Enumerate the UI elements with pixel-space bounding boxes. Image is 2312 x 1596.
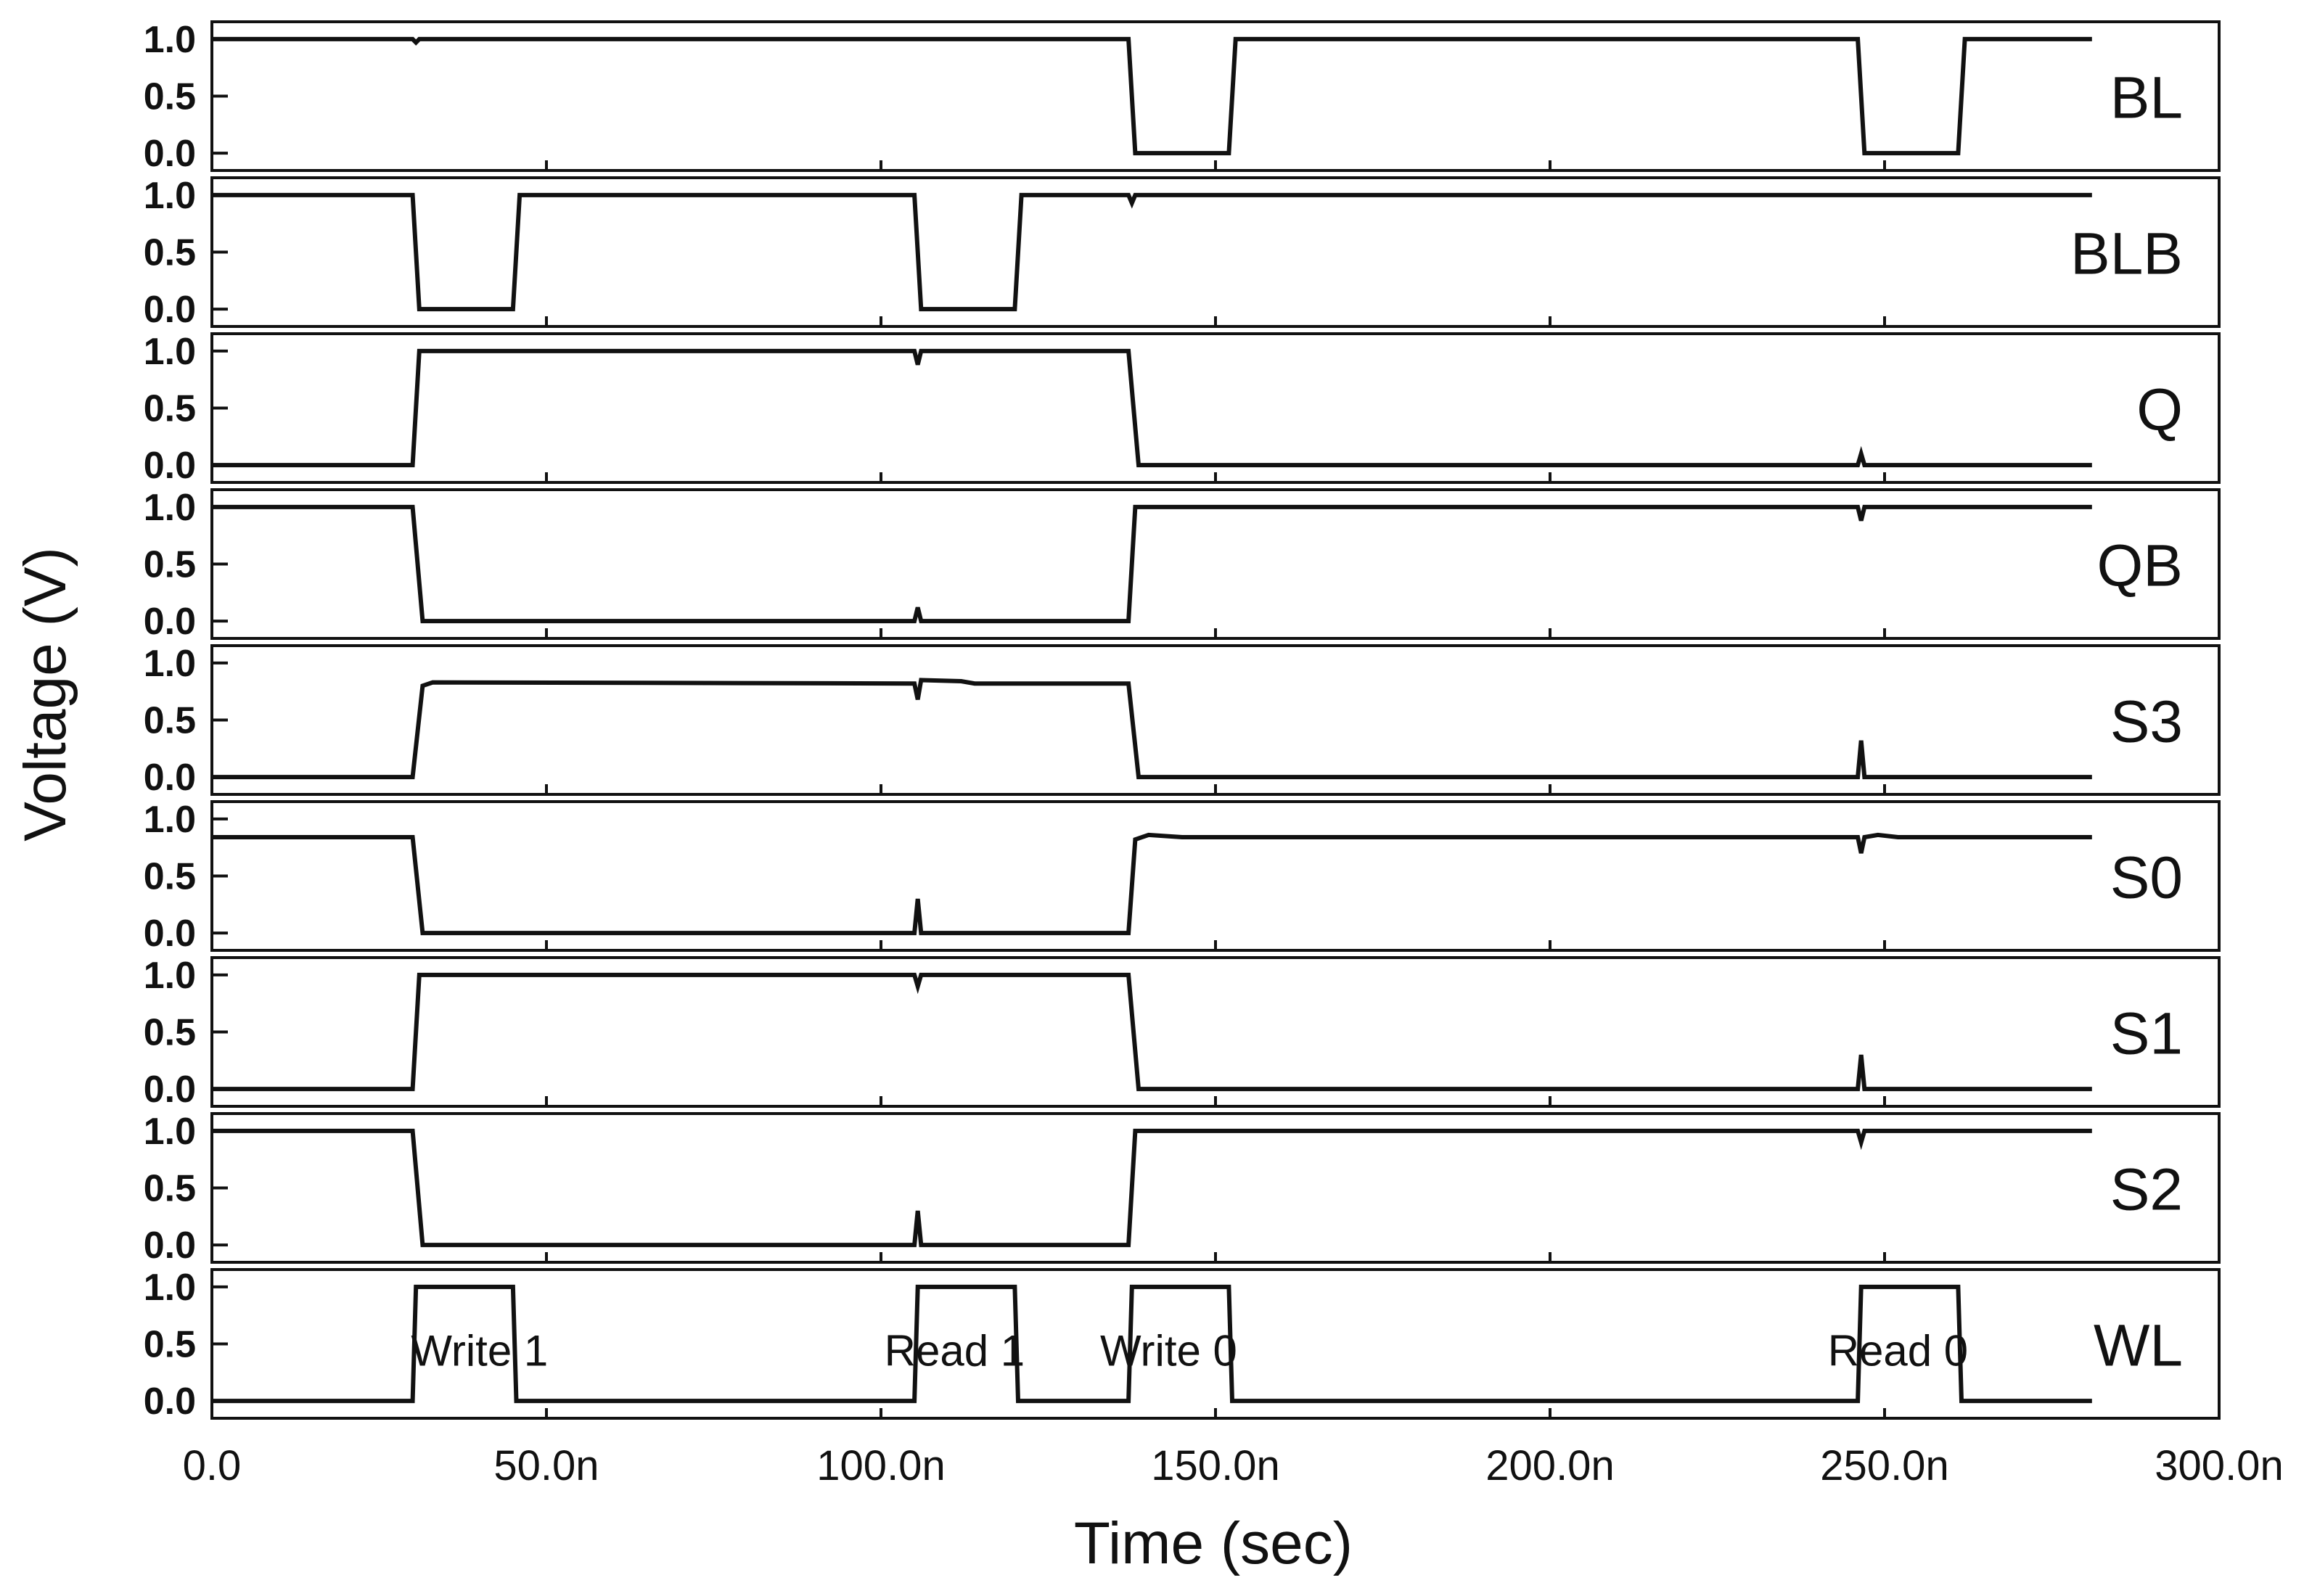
y-tick-label-qb-2: 1.0 bbox=[144, 487, 196, 529]
y-tick-label-s1-1: 0.5 bbox=[144, 1012, 196, 1054]
y-tick-label-blb-1: 0.5 bbox=[144, 232, 196, 274]
panel-blb: 0.0 0.5 1.0 BLB bbox=[144, 175, 2221, 331]
panel-frame-s1 bbox=[210, 956, 2221, 1108]
annotation-2: Write 0 bbox=[1100, 1326, 1237, 1375]
x-tick-label-2: 100.0n bbox=[816, 1442, 945, 1489]
x-tick-label-6: 300.0n bbox=[2155, 1442, 2283, 1489]
x-tick-label-3: 150.0n bbox=[1151, 1442, 1279, 1489]
y-tick-label-s0-1: 0.5 bbox=[144, 856, 196, 898]
panel-wl: 0.0 0.5 1.0 WL Write 1 Read 1 Write 0 Read 0 bbox=[144, 1267, 2221, 1423]
y-tick-label-q-0: 0.0 bbox=[144, 445, 196, 487]
panel-bl: 0.0 0.5 1.0 BL bbox=[144, 19, 2221, 175]
x-tick-label-0: 0.0 bbox=[183, 1442, 242, 1489]
annotation-0: Write 1 bbox=[411, 1326, 548, 1375]
y-tick-label-blb-2: 1.0 bbox=[144, 175, 196, 217]
x-axis-title: Time (sec) bbox=[1074, 1510, 1353, 1576]
y-tick-label-q-2: 1.0 bbox=[144, 331, 196, 373]
annotation-1: Read 1 bbox=[885, 1326, 1025, 1375]
series-line-bl bbox=[212, 36, 2092, 156]
panel-frame-qb bbox=[210, 488, 2221, 640]
series-label-s1: S1 bbox=[2110, 1001, 2183, 1067]
x-tick-label-4: 200.0n bbox=[1485, 1442, 1614, 1489]
series-line-qb bbox=[212, 504, 2092, 624]
x-axis: 0.0 50.0n 100.0n 150.0n 200.0n 250.0n 300.0n bbox=[183, 1442, 2284, 1489]
series-label-blb: BLB bbox=[2070, 221, 2183, 287]
x-tick-label-1: 50.0n bbox=[493, 1442, 599, 1489]
y-tick-label-wl-1: 0.5 bbox=[144, 1324, 196, 1366]
series-line-s3 bbox=[212, 678, 2092, 780]
y-tick-label-s3-0: 0.0 bbox=[144, 757, 196, 799]
y-tick-label-wl-2: 1.0 bbox=[144, 1267, 196, 1309]
panel-frame-q bbox=[210, 332, 2221, 484]
panel-s1: 0.0 0.5 1.0 S1 bbox=[144, 955, 2221, 1111]
y-tick-label-qb-0: 0.0 bbox=[144, 601, 196, 643]
series-line-wl bbox=[212, 1284, 2092, 1404]
panel-frame-s0 bbox=[210, 800, 2221, 952]
y-tick-label-s1-2: 1.0 bbox=[144, 955, 196, 997]
panel-s2: 0.0 0.5 1.0 S2 bbox=[144, 1111, 2221, 1267]
panel-s3: 0.0 0.5 1.0 S3 bbox=[144, 643, 2221, 799]
series-line-blb bbox=[212, 192, 2092, 312]
series-label-s0: S0 bbox=[2110, 845, 2183, 911]
series-label-bl: BL bbox=[2110, 65, 2183, 131]
series-line-s0 bbox=[212, 832, 2092, 936]
panel-q: 0.0 0.5 1.0 Q bbox=[144, 331, 2221, 487]
annotation-3: Read 0 bbox=[1828, 1326, 1968, 1375]
y-tick-label-bl-2: 1.0 bbox=[144, 19, 196, 61]
y-tick-label-s2-1: 0.5 bbox=[144, 1168, 196, 1210]
chart-panels: 0.0 0.5 1.0 BL 0.0 0.5 1.0 BLB 0.0 0.5 1.0 Q 0.0 0.5 1… bbox=[144, 19, 2221, 1423]
y-tick-label-s2-0: 0.0 bbox=[144, 1225, 196, 1267]
series-label-wl: WL bbox=[2094, 1313, 2183, 1379]
panel-frame-s3 bbox=[210, 644, 2221, 796]
y-tick-label-s2-2: 1.0 bbox=[144, 1111, 196, 1153]
panel-frame-bl bbox=[210, 20, 2221, 172]
panel-frame-s2 bbox=[210, 1112, 2221, 1264]
y-tick-label-qb-1: 0.5 bbox=[144, 544, 196, 586]
panel-qb: 0.0 0.5 1.0 QB bbox=[144, 487, 2221, 643]
y-tick-label-q-1: 0.5 bbox=[144, 388, 196, 430]
series-line-s1 bbox=[212, 972, 2092, 1092]
y-tick-label-s0-0: 0.0 bbox=[144, 913, 196, 955]
y-tick-label-s0-2: 1.0 bbox=[144, 799, 196, 841]
y-tick-label-s1-0: 0.0 bbox=[144, 1069, 196, 1111]
series-line-s2 bbox=[212, 1128, 2092, 1248]
series-label-s2: S2 bbox=[2110, 1157, 2183, 1223]
series-label-q: Q bbox=[2136, 377, 2183, 443]
y-axis-title: Voltage (V) bbox=[12, 547, 78, 842]
series-label-s3: S3 bbox=[2110, 689, 2183, 755]
y-tick-label-s3-2: 1.0 bbox=[144, 643, 196, 685]
panel-s0: 0.0 0.5 1.0 S0 bbox=[144, 799, 2221, 955]
series-line-q bbox=[212, 348, 2092, 468]
y-tick-label-bl-1: 0.5 bbox=[144, 76, 196, 118]
y-tick-label-wl-0: 0.0 bbox=[144, 1381, 196, 1423]
y-tick-label-s3-1: 0.5 bbox=[144, 700, 196, 742]
y-tick-label-blb-0: 0.0 bbox=[144, 289, 196, 331]
series-label-qb: QB bbox=[2097, 533, 2183, 599]
y-tick-label-bl-0: 0.0 bbox=[144, 133, 196, 175]
x-tick-label-5: 250.0n bbox=[1820, 1442, 1948, 1489]
